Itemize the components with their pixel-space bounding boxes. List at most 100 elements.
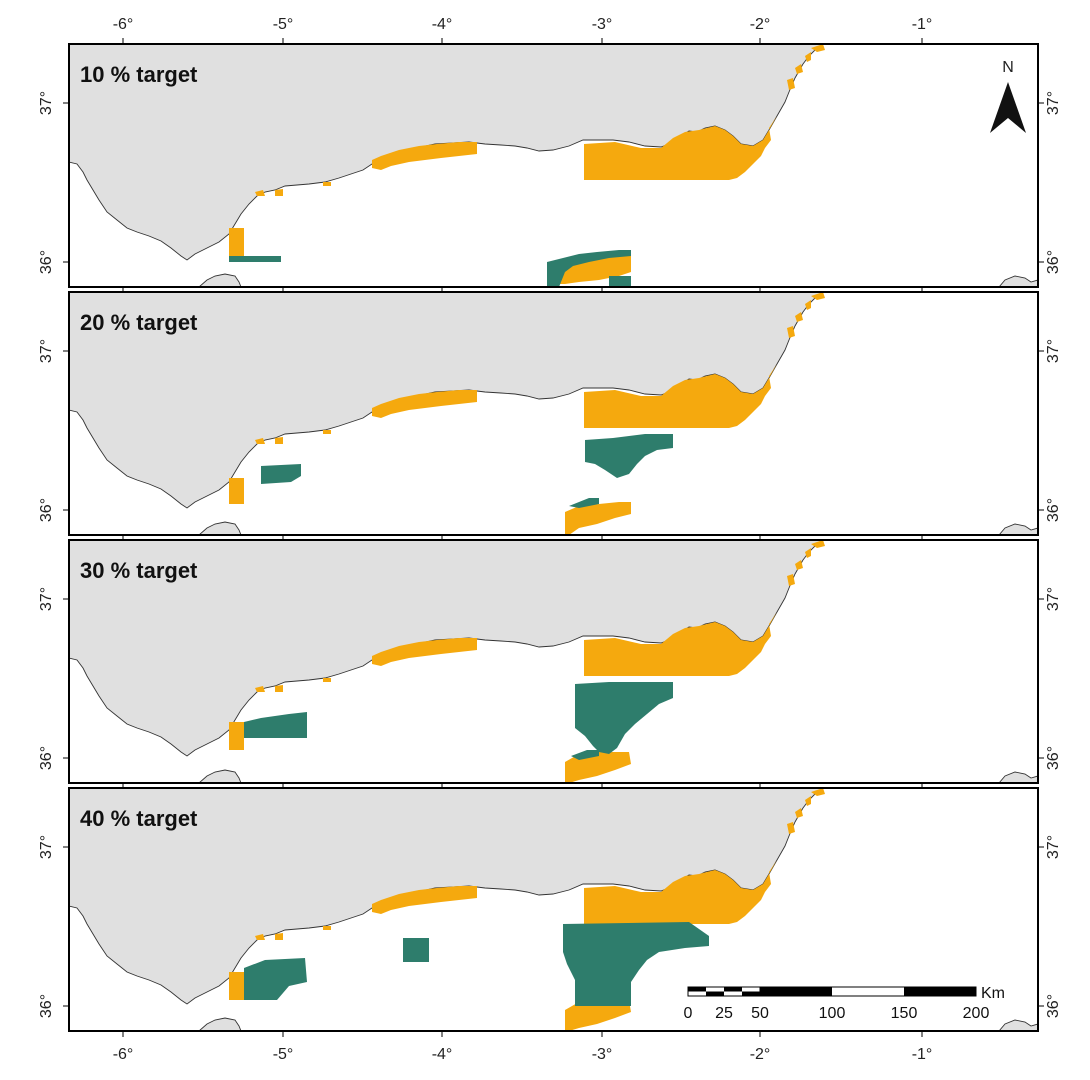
new-area <box>244 958 307 1000</box>
existing-area <box>229 478 244 504</box>
existing-area <box>795 560 803 570</box>
y-tick-label-left: 37° <box>38 835 55 859</box>
existing-area <box>805 300 811 310</box>
existing-area <box>787 326 795 338</box>
existing-area <box>229 722 244 750</box>
existing-area <box>811 44 825 52</box>
y-tick-label-left: 37° <box>38 339 55 363</box>
top-x-tick: -3° <box>592 16 613 33</box>
new-area <box>571 750 599 760</box>
panel-frame <box>68 291 1039 536</box>
existing-area <box>323 926 331 930</box>
map-panel: 37° 37° 36° 36° 10 % target <box>38 38 1062 293</box>
existing-area <box>584 860 777 924</box>
scale-tick-label: 150 <box>891 1005 918 1022</box>
scale-tick-label: 25 <box>715 1005 733 1022</box>
panel-content <box>69 540 1038 783</box>
top-x-axis: -6° -5° -4° -3° -2° -1° <box>113 16 933 33</box>
existing-area <box>229 228 244 258</box>
y-tick-label-right: 37° <box>1045 587 1062 611</box>
existing-area <box>275 685 283 692</box>
bottom-x-tick: -2° <box>750 1046 771 1063</box>
existing-area <box>255 934 265 940</box>
new-area <box>563 922 709 1006</box>
existing-area <box>584 364 777 428</box>
y-tick-label-left: 36° <box>38 250 55 274</box>
y-tick-label-left: 36° <box>38 746 55 770</box>
existing-area <box>229 972 244 1000</box>
existing-area <box>805 52 811 62</box>
bottom-x-tick: -5° <box>273 1046 294 1063</box>
land-africa-east <box>998 1019 1038 1031</box>
bottom-x-tick: -1° <box>912 1046 933 1063</box>
map-panel: 37° 37° 36° 36° 30 % target <box>38 534 1062 789</box>
panel-content <box>69 44 1038 287</box>
bottom-x-axis: -6° -5° -4° -3° -2° -1° <box>113 1046 933 1063</box>
land-africa-east <box>998 275 1038 287</box>
north-label: N <box>1002 59 1014 76</box>
existing-area <box>787 574 795 586</box>
existing-area <box>811 540 825 548</box>
existing-area <box>372 886 477 914</box>
y-tick-label-right: 37° <box>1045 91 1062 115</box>
new-area <box>585 434 673 478</box>
scale-bar-segments <box>687 986 977 997</box>
y-tick-label-right: 37° <box>1045 835 1062 859</box>
new-area <box>261 464 301 484</box>
bottom-x-tick: -3° <box>592 1046 613 1063</box>
existing-area <box>323 182 331 186</box>
y-tick-label-right: 36° <box>1045 994 1062 1018</box>
y-tick-label-right: 36° <box>1045 250 1062 274</box>
existing-area <box>323 430 331 434</box>
existing-area <box>811 292 825 300</box>
panel-title: 10 % target <box>80 62 198 87</box>
new-area <box>569 498 599 508</box>
bottom-x-tick: -6° <box>113 1046 134 1063</box>
existing-area <box>255 190 265 196</box>
top-x-tick: -1° <box>912 16 933 33</box>
existing-area <box>584 116 777 180</box>
existing-area <box>565 502 631 535</box>
map-panel: 37° 37° 36° 36° 40 % target <box>38 782 1062 1037</box>
north-arrow: N <box>990 59 1026 133</box>
scale-bar: Km 0 25 50 100 150 200 <box>684 985 1005 1022</box>
existing-area <box>372 638 477 666</box>
scale-tick-label: 200 <box>963 1005 990 1022</box>
existing-area <box>795 808 803 818</box>
scale-unit: Km <box>981 985 1005 1002</box>
y-tick-label-right: 36° <box>1045 498 1062 522</box>
panel-content <box>69 292 1038 535</box>
new-area <box>575 682 673 754</box>
scale-tick-label: 100 <box>819 1005 846 1022</box>
top-x-tick: -6° <box>113 16 134 33</box>
existing-area <box>584 612 777 676</box>
existing-area <box>787 822 795 834</box>
existing-area <box>811 788 825 796</box>
scale-tick-label: 0 <box>684 1005 693 1022</box>
existing-area <box>275 933 283 940</box>
panel-frame <box>68 539 1039 784</box>
top-x-tick: -5° <box>273 16 294 33</box>
bottom-x-tick: -4° <box>432 1046 453 1063</box>
existing-area <box>805 548 811 558</box>
panel-title: 40 % target <box>80 806 198 831</box>
panel-title: 20 % target <box>80 310 198 335</box>
top-x-tick: -2° <box>750 16 771 33</box>
panels: 37° 37° 36° 36° 10 % target 37° 37° 36° 36° 20 % … <box>38 38 1062 1037</box>
y-tick-label-left: 37° <box>38 587 55 611</box>
existing-area <box>255 686 265 692</box>
existing-area <box>372 390 477 418</box>
existing-area <box>565 1000 631 1031</box>
y-tick-label-right: 37° <box>1045 339 1062 363</box>
y-tick-label-left: 37° <box>38 91 55 115</box>
existing-area <box>372 142 477 170</box>
new-area <box>229 256 281 262</box>
panel-frame <box>68 787 1039 1032</box>
y-tick-label-left: 36° <box>38 498 55 522</box>
existing-area <box>795 312 803 322</box>
panel-frame <box>68 43 1039 288</box>
new-area <box>244 712 307 738</box>
top-x-tick: -4° <box>432 16 453 33</box>
scale-tick-label: 50 <box>751 1005 769 1022</box>
